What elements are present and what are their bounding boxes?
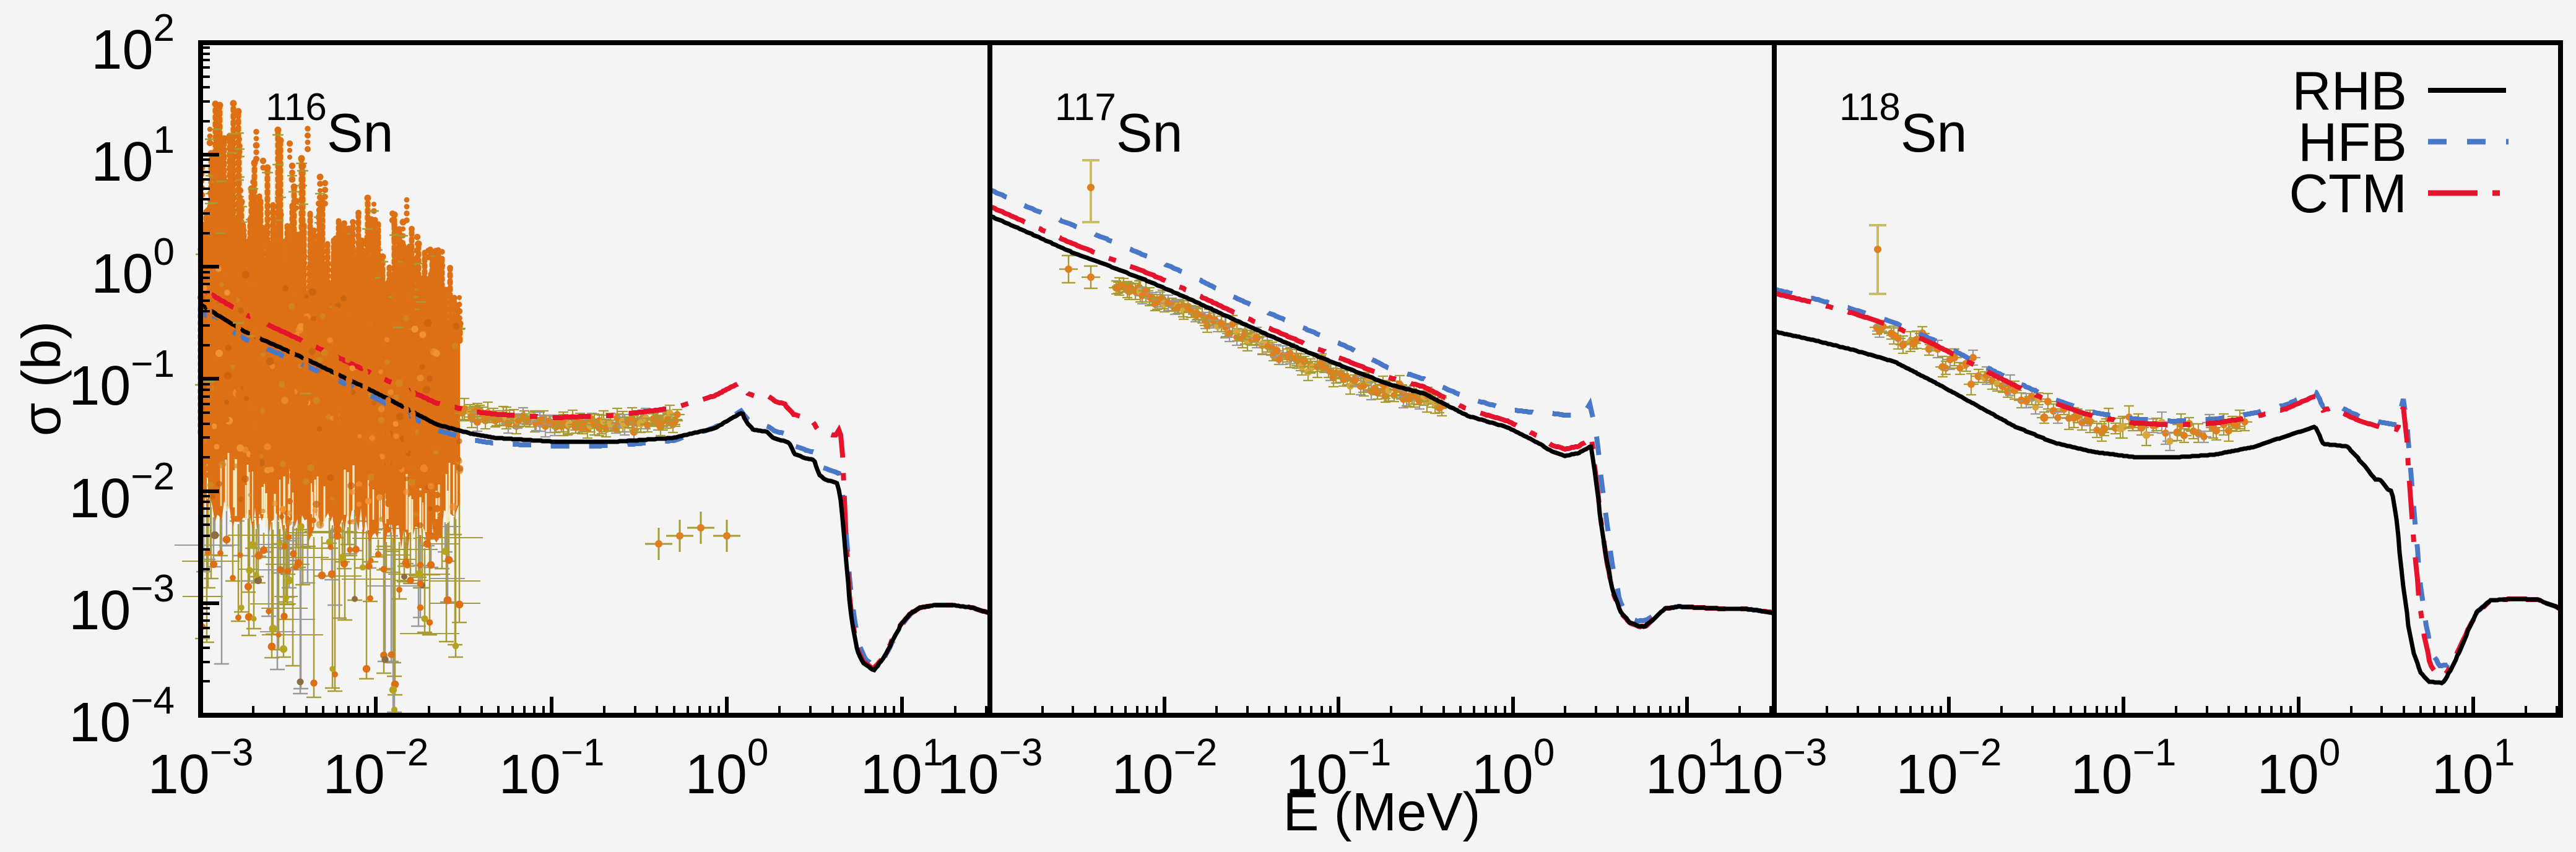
svg-text:σ (b): σ (b) (11, 321, 72, 436)
svg-text:10−3: 10−3 (937, 731, 1043, 806)
svg-text:10−1: 10−1 (1286, 731, 1392, 806)
svg-text:10−1: 10−1 (69, 343, 175, 417)
svg-text:RHB: RHB (2292, 60, 2407, 121)
svg-text:101: 101 (1646, 731, 1729, 806)
svg-text:117Sn: 117Sn (1055, 86, 1182, 163)
svg-text:E (MeV): E (MeV) (1283, 782, 1480, 842)
svg-text:10−1: 10−1 (499, 731, 605, 806)
svg-text:116Sn: 116Sn (266, 86, 393, 163)
svg-text:10−4: 10−4 (69, 679, 175, 754)
svg-text:101: 101 (91, 119, 175, 193)
svg-text:HFB: HFB (2298, 111, 2407, 173)
svg-text:100: 100 (685, 731, 769, 806)
svg-text:118Sn: 118Sn (1839, 86, 1967, 163)
svg-text:CTM: CTM (2289, 163, 2407, 224)
